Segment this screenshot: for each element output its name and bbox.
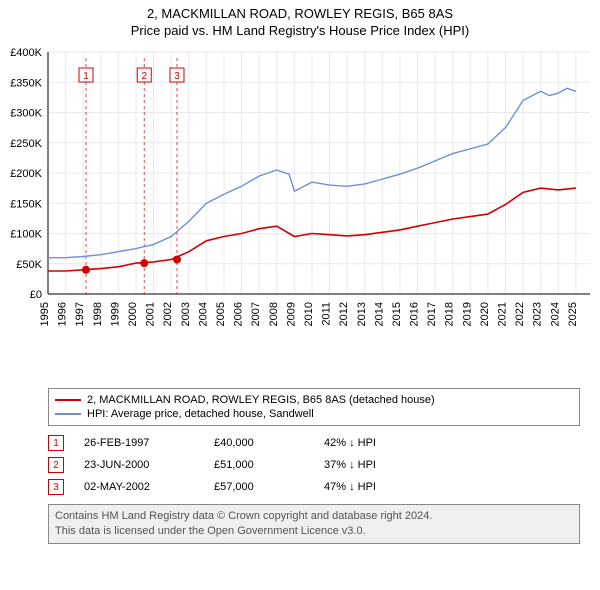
svg-text:2017: 2017 (426, 302, 438, 326)
svg-text:£50K: £50K (16, 259, 42, 271)
svg-text:2: 2 (141, 71, 147, 82)
legend-label: 2, MACKMILLAN ROAD, ROWLEY REGIS, B65 8A… (87, 394, 435, 406)
sale-date: 02-MAY-2002 (84, 481, 194, 493)
svg-text:2008: 2008 (268, 302, 280, 326)
svg-text:1998: 1998 (92, 302, 104, 326)
svg-text:2023: 2023 (532, 302, 544, 326)
sales-table: 1 26-FEB-1997 £40,000 42% ↓ HPI 2 23-JUN-2000… (48, 432, 580, 498)
sale-price: £40,000 (214, 437, 304, 449)
sales-row: 3 02-MAY-2002 £57,000 47% ↓ HPI (48, 476, 580, 498)
svg-text:2009: 2009 (285, 302, 297, 326)
svg-text:2005: 2005 (215, 302, 227, 326)
svg-text:£200K: £200K (10, 168, 42, 180)
svg-text:1997: 1997 (74, 302, 86, 326)
sale-delta: 47% ↓ HPI (324, 481, 376, 493)
footer-line2: This data is licensed under the Open Gov… (55, 524, 573, 539)
svg-text:£350K: £350K (10, 77, 42, 89)
sale-number: 3 (48, 479, 64, 495)
chart-subtitle: Price paid vs. HM Land Registry's House … (0, 23, 600, 38)
svg-text:2004: 2004 (197, 302, 209, 326)
legend-item: HPI: Average price, detached house, Sand… (55, 407, 573, 421)
sale-price: £57,000 (214, 481, 304, 493)
svg-text:2013: 2013 (356, 302, 368, 326)
chart-svg: £0 £50K £100K £150K £200K £250K £300K £350K £400… (0, 42, 600, 382)
svg-text:£250K: £250K (10, 138, 42, 150)
footer-line1: Contains HM Land Registry data © Crown c… (55, 509, 573, 524)
svg-text:2001: 2001 (145, 302, 157, 326)
legend-swatch (55, 413, 81, 415)
svg-text:2010: 2010 (303, 302, 315, 326)
legend-swatch (55, 399, 81, 401)
sale-date: 26-FEB-1997 (84, 437, 194, 449)
svg-text:£0: £0 (30, 289, 42, 301)
svg-text:2022: 2022 (514, 302, 526, 326)
sale-number: 1 (48, 435, 64, 451)
legend: 2, MACKMILLAN ROAD, ROWLEY REGIS, B65 8A… (48, 388, 580, 426)
sales-row: 1 26-FEB-1997 £40,000 42% ↓ HPI (48, 432, 580, 454)
svg-text:£100K: £100K (10, 229, 42, 241)
legend-item: 2, MACKMILLAN ROAD, ROWLEY REGIS, B65 8A… (55, 393, 573, 407)
svg-text:2006: 2006 (233, 302, 245, 326)
sale-delta: 37% ↓ HPI (324, 459, 376, 471)
sales-row: 2 23-JUN-2000 £51,000 37% ↓ HPI (48, 454, 580, 476)
svg-text:3: 3 (174, 71, 180, 82)
sale-delta: 42% ↓ HPI (324, 437, 376, 449)
svg-text:2003: 2003 (180, 302, 192, 326)
svg-text:2020: 2020 (479, 302, 491, 326)
svg-text:1995: 1995 (39, 302, 51, 326)
sale-price: £51,000 (214, 459, 304, 471)
svg-text:1999: 1999 (109, 302, 121, 326)
legend-label: HPI: Average price, detached house, Sand… (87, 408, 314, 420)
svg-text:£300K: £300K (10, 108, 42, 120)
svg-text:2000: 2000 (127, 302, 139, 326)
svg-text:1996: 1996 (57, 302, 69, 326)
svg-text:2019: 2019 (461, 302, 473, 326)
svg-text:2015: 2015 (391, 302, 403, 326)
svg-text:2016: 2016 (409, 302, 421, 326)
svg-text:2018: 2018 (444, 302, 456, 326)
sale-date: 23-JUN-2000 (84, 459, 194, 471)
svg-text:2025: 2025 (567, 302, 579, 326)
svg-text:2012: 2012 (338, 302, 350, 326)
svg-text:2014: 2014 (373, 302, 385, 326)
svg-text:2011: 2011 (321, 302, 333, 326)
chart-titles: 2, MACKMILLAN ROAD, ROWLEY REGIS, B65 8A… (0, 6, 600, 38)
svg-text:£150K: £150K (10, 198, 42, 210)
svg-text:2002: 2002 (162, 302, 174, 326)
sale-number: 2 (48, 457, 64, 473)
svg-text:2007: 2007 (250, 302, 262, 326)
footer-attribution: Contains HM Land Registry data © Crown c… (48, 504, 580, 544)
chart-title: 2, MACKMILLAN ROAD, ROWLEY REGIS, B65 8A… (0, 6, 600, 21)
chart-container: 2, MACKMILLAN ROAD, ROWLEY REGIS, B65 8A… (0, 6, 600, 544)
svg-text:1: 1 (83, 71, 89, 82)
svg-text:2021: 2021 (497, 302, 509, 326)
svg-text:£400K: £400K (10, 47, 42, 59)
svg-text:2024: 2024 (549, 302, 561, 326)
